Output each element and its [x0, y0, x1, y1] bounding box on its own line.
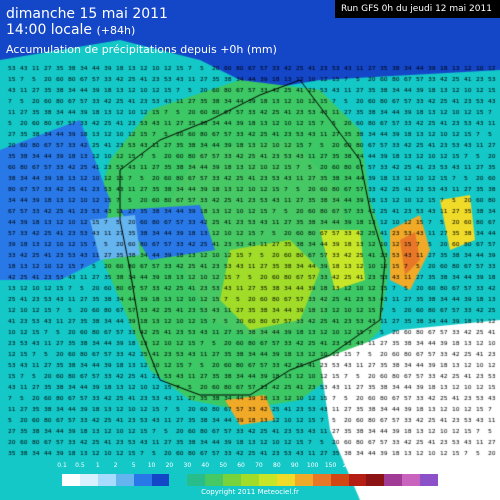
legend-label: 1	[95, 462, 100, 469]
legend-label: 10	[147, 462, 156, 469]
legend-label: 70	[255, 462, 263, 469]
color-legend: 0.1 0.5 1 2 5 10 20 30 40 50 60 70 80 90 100 150 200 250 3…	[57, 462, 444, 494]
forecast-time-main: 14:00 locale	[6, 22, 93, 38]
legend-swatch	[420, 474, 439, 486]
legend-swatch	[151, 474, 170, 486]
legend-label: 300	[378, 462, 391, 469]
legend-swatch	[384, 474, 403, 486]
legend-swatch	[133, 474, 152, 486]
legend-swatch	[348, 474, 367, 486]
legend-label: 150	[324, 462, 337, 469]
legend-label: 2	[113, 462, 118, 469]
legend-label: 80	[273, 462, 281, 469]
legend-swatch	[97, 474, 116, 486]
legend-label: 40	[201, 462, 210, 469]
legend-swatch	[276, 474, 295, 486]
legend-swatch	[258, 474, 277, 486]
legend-swatch	[241, 474, 259, 486]
legend-swatch	[187, 474, 206, 486]
legend-swatch	[402, 474, 421, 486]
legend-labels: 0.1 0.5 1 2 5 10 20 30 40 50 60 70 80 90 100 150 200 250 3…	[57, 462, 444, 474]
legend-swatches	[62, 474, 439, 486]
legend-label: 30	[183, 462, 192, 469]
legend-swatch	[62, 474, 80, 486]
legend-swatch	[115, 474, 134, 486]
legend-swatch	[79, 474, 98, 486]
legend-label: 20	[165, 462, 174, 469]
legend-label: 400	[414, 462, 426, 469]
run-info-badge: Run GFS 0h du jeudi 12 mai 2011	[335, 0, 500, 18]
legend-label: 100	[306, 462, 319, 469]
legend-swatch	[223, 474, 242, 486]
legend-swatch	[330, 474, 349, 486]
legend-swatch	[366, 474, 385, 486]
legend-label: 90	[290, 462, 299, 469]
forecast-time: 14:00 locale (+84h)	[6, 22, 135, 38]
legend-label: 60	[237, 462, 245, 469]
legend-label: 5	[131, 462, 136, 469]
legend-swatch	[294, 474, 313, 486]
legend-label: 0.1	[57, 462, 67, 469]
legend-label: 250	[360, 462, 373, 469]
legend-swatch	[312, 474, 331, 486]
legend-label: 350	[396, 462, 408, 469]
legend-label: 200	[342, 462, 355, 469]
legend-label: 50	[219, 462, 227, 469]
legend-label: 500	[432, 462, 444, 469]
legend-swatch	[169, 474, 188, 486]
map-subtitle: Accumulation de précipitations depuis +0…	[6, 43, 277, 56]
forecast-date: dimanche 15 mai 2011	[6, 6, 168, 22]
forecast-lead: (+84h)	[96, 24, 136, 37]
legend-label: 0.5	[75, 462, 85, 469]
copyright-text: Copyright 2011 Meteociel.fr	[201, 488, 299, 496]
legend-swatch	[205, 474, 224, 486]
